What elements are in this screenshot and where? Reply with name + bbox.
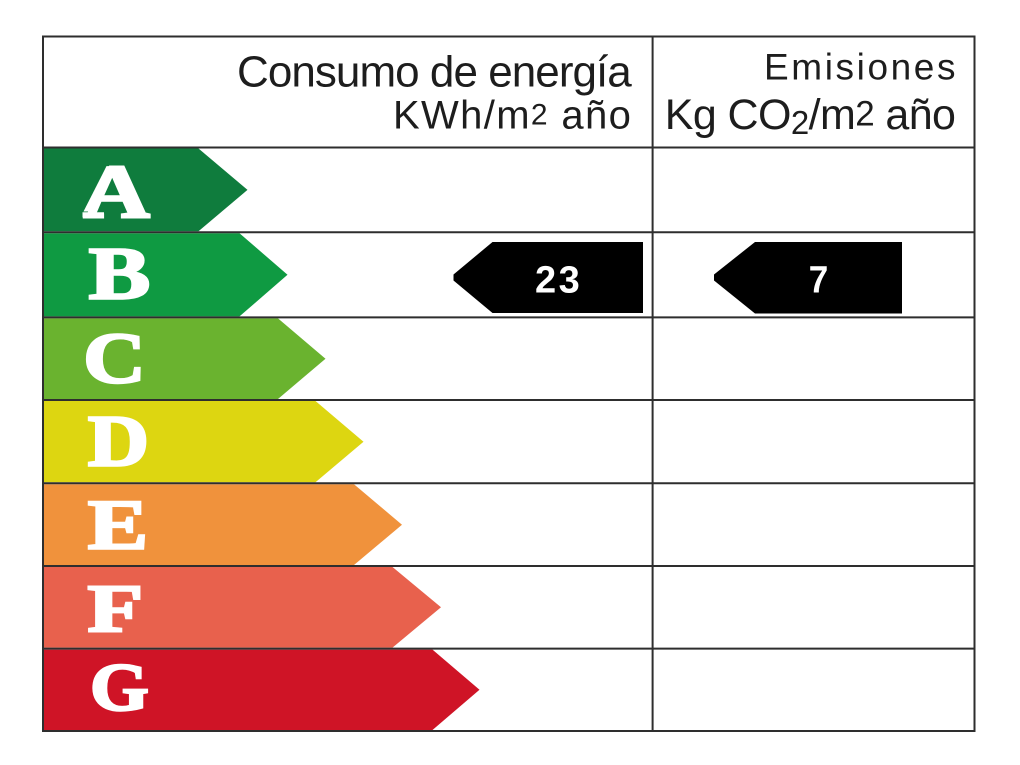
svg-text:Kg CO2/m2 año: Kg CO2/m2 año <box>665 91 956 141</box>
svg-text:D: D <box>88 400 149 481</box>
svg-text:23: 23 <box>535 260 582 302</box>
svg-text:E: E <box>88 486 148 564</box>
svg-text:Consumo de energía: Consumo de energía <box>237 48 632 97</box>
svg-text:KWh/m2 año: KWh/m2 año <box>393 93 632 137</box>
svg-text:F: F <box>88 571 144 647</box>
svg-text:B: B <box>89 233 151 315</box>
svg-text:Emisiones: Emisiones <box>764 47 958 88</box>
svg-text:7: 7 <box>809 260 829 302</box>
svg-text:G: G <box>90 649 149 725</box>
svg-text:C: C <box>83 317 146 398</box>
